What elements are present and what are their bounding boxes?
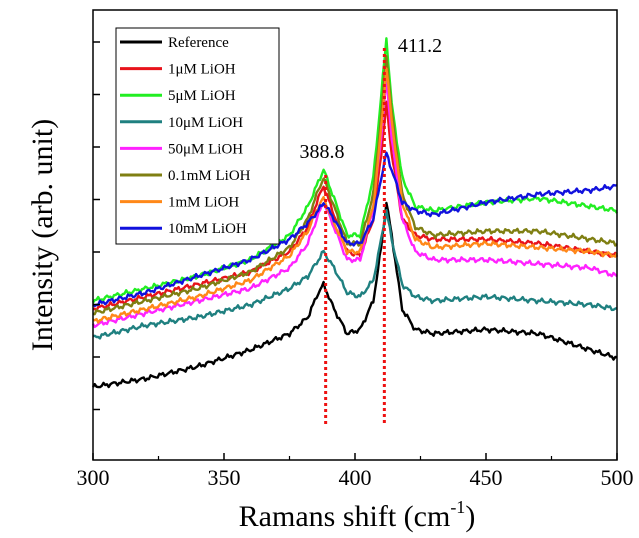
x-tick-label-3: 450	[470, 465, 503, 490]
legend-label-3: 10μM LiOH	[168, 115, 243, 131]
series-line-2	[92, 37, 618, 304]
series-line-3	[92, 209, 618, 340]
legend: Reference 1μM LiOH 5μM LiOH 10μM LiOH 50μM L…	[115, 27, 280, 245]
legend-label-1: 1μM LiOH	[168, 62, 236, 78]
series-line-7	[92, 151, 618, 308]
legend-label-2: 5μM LiOH	[168, 88, 236, 104]
series-lines	[91, 37, 619, 389]
y-axis-title: Intensity (arb. unit)	[26, 119, 59, 351]
y-axis-ticks	[93, 41, 100, 411]
x-axis-title-main: Ramans shift (cm	[239, 500, 451, 533]
series-line-6	[92, 67, 619, 324]
series-line-0	[91, 201, 618, 389]
x-axis-title-suffix: )	[465, 500, 475, 533]
x-tick-label-1: 350	[208, 465, 241, 490]
legend-label-7: 10mM LiOH	[168, 221, 247, 237]
x-tick-label-4: 500	[601, 465, 634, 490]
legend-label-6: 1mM LiOH	[168, 195, 239, 211]
x-axis-title: Ramans shift (cm-1)	[239, 497, 476, 533]
x-axis-ticks: 300 350 400 450 500	[77, 453, 634, 490]
legend-label-5: 0.1mM LiOH	[168, 168, 251, 184]
peak-markers	[324, 48, 386, 424]
legend-label-4: 50μM LiOH	[168, 141, 243, 157]
legend-label-0: Reference	[168, 35, 229, 51]
series-line-4	[91, 76, 618, 329]
x-axis-title-superscript: -1	[450, 497, 465, 517]
annotation-411: 411.2	[398, 35, 442, 57]
legend-box	[115, 27, 280, 245]
x-tick-label-2: 400	[339, 465, 372, 490]
annotation-388: 388.8	[300, 141, 345, 163]
x-tick-label-0: 300	[77, 465, 110, 490]
